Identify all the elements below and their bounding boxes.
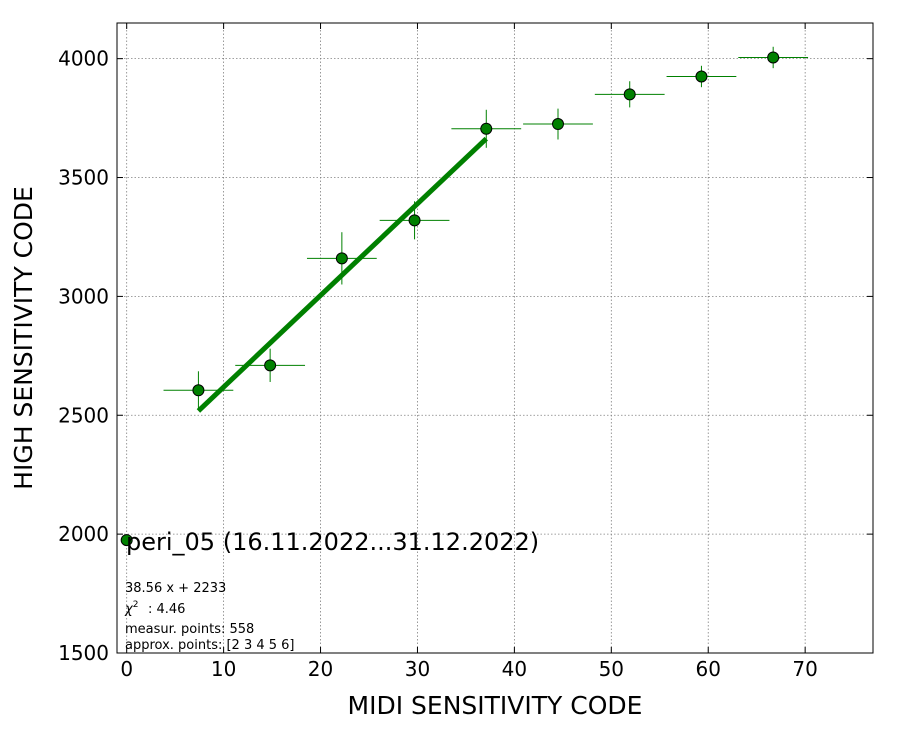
x-tick-label: 0	[120, 657, 133, 681]
data-point	[335, 252, 348, 265]
x-tick-label: 20	[308, 657, 333, 681]
y-tick-label: 4000	[58, 47, 109, 71]
y-axis-title: HIGH SENSITIVITY CODE	[9, 186, 38, 490]
svg-text:χ2: χ2	[124, 600, 138, 617]
data-point	[767, 51, 780, 64]
y-tick-label: 2500	[58, 403, 109, 427]
grid-lines	[117, 23, 873, 653]
y-tick-label: 1500	[58, 641, 109, 665]
x-tick-label: 40	[502, 657, 527, 681]
chi2-line: χ2 : 4.46	[124, 600, 185, 617]
legend-label: peri_05 (16.11.2022...31.12.2022)	[126, 528, 539, 556]
approx-points: approx. points: [2 3 4 5 6]	[125, 638, 295, 653]
x-tick-label: 70	[792, 657, 817, 681]
data-point	[623, 88, 636, 101]
y-axis-ticks: 1500 2000 2500 3000 3500 4000	[58, 47, 873, 665]
data-point	[552, 118, 564, 131]
data-point	[264, 359, 277, 372]
data-point	[480, 122, 493, 135]
data-points	[120, 51, 780, 547]
x-tick-label: 60	[696, 657, 721, 681]
chi2-value: : 4.46	[148, 602, 185, 617]
x-axis-title: MIDI SENSITIVITY CODE	[348, 691, 643, 720]
fit-line	[196, 136, 488, 413]
data-point	[408, 214, 421, 227]
data-point	[695, 70, 708, 83]
y-tick-label: 2000	[58, 522, 109, 546]
y-tick-label: 3000	[58, 284, 109, 308]
data-point	[192, 384, 205, 397]
x-tick-label: 30	[405, 657, 430, 681]
x-tick-label: 10	[211, 657, 236, 681]
plot-frame	[116, 22, 874, 654]
data-point	[120, 534, 133, 547]
fit-equation: 38.56 x + 2233	[125, 581, 226, 596]
y-tick-label: 3500	[58, 166, 109, 190]
x-axis-ticks: 0 10 20 30 40 50 60 70	[120, 23, 818, 681]
measur-points: measur. points: 558	[125, 622, 254, 637]
x-tick-label: 50	[599, 657, 624, 681]
